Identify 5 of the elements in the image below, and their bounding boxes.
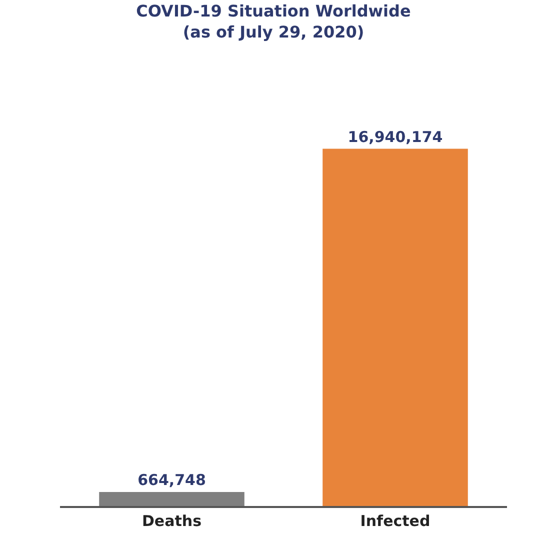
x-tick-label: Infected <box>360 512 430 530</box>
data-label: 16,940,174 <box>348 128 443 146</box>
x-tick-label: Deaths <box>142 512 202 530</box>
chart-title: COVID-19 Situation Worldwide (as of July 29, 2020) <box>136 2 411 42</box>
data-label: 664,748 <box>138 470 206 489</box>
